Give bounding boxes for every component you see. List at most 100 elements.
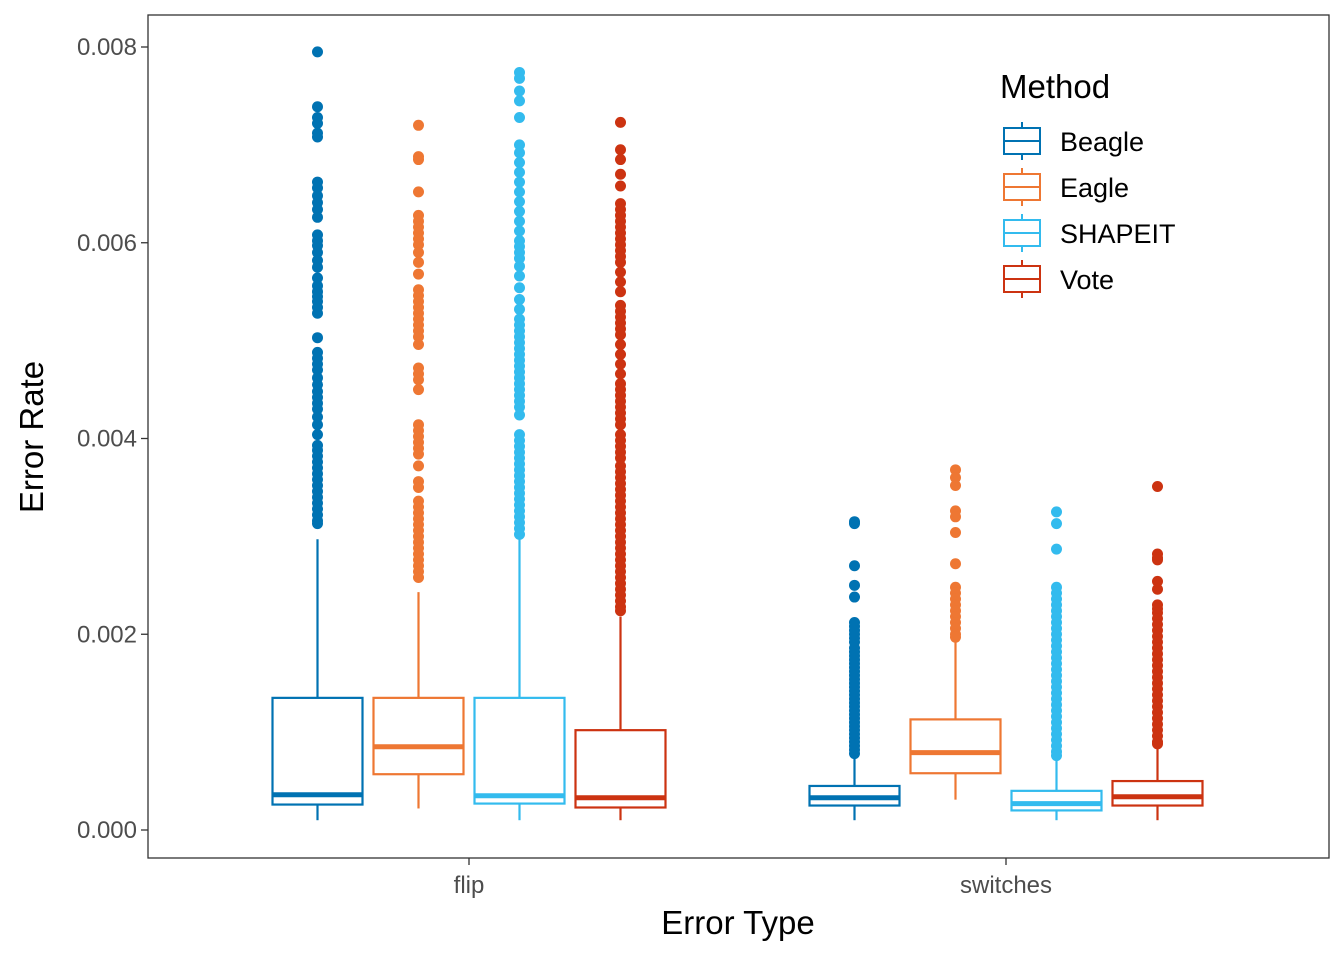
outlier-point — [312, 272, 323, 284]
outlier-point — [615, 256, 626, 268]
y-axis: 0.000 0.002 0.004 0.006 0.008 — [77, 34, 148, 844]
outlier-point — [312, 46, 323, 58]
legend-key-shapeit: SHAPEIT — [1003, 214, 1176, 252]
y-tick-label: 0.004 — [77, 426, 137, 453]
box-eagle-flip — [372, 119, 465, 809]
series-eagle — [372, 119, 1002, 809]
outlier-point — [615, 180, 626, 192]
outlier-point — [514, 166, 525, 178]
outlier-point — [312, 261, 323, 273]
iqr-box — [473, 696, 566, 805]
outlier-point — [950, 511, 961, 523]
outlier-point — [514, 282, 525, 294]
outlier-point — [312, 332, 323, 344]
iqr-box — [1010, 789, 1103, 812]
y-axis-title: Error Rate — [13, 361, 50, 513]
outlier-point — [849, 579, 860, 591]
outlier-point — [1152, 583, 1163, 595]
outlier-point — [413, 119, 424, 131]
outlier-point — [312, 182, 323, 194]
outlier-point — [413, 247, 424, 259]
outlier-point — [615, 605, 626, 617]
outlier-point — [615, 266, 626, 278]
outlier-point — [615, 339, 626, 351]
legend-key-beagle: Beagle — [1003, 122, 1144, 160]
outlier-point — [615, 286, 626, 298]
outlier-point — [950, 631, 961, 643]
outlier-point — [1051, 543, 1062, 555]
outlier-point — [849, 518, 860, 530]
outlier-point — [514, 176, 525, 188]
legend-key-eagle: Eagle — [1003, 168, 1129, 206]
box-vote-flip — [574, 116, 667, 821]
outlier-point — [312, 403, 323, 415]
y-tick-label: 0.006 — [77, 230, 137, 257]
iqr-box — [1111, 779, 1204, 807]
outlier-point — [615, 329, 626, 341]
outlier-point — [514, 147, 525, 159]
outlier-point — [1152, 738, 1163, 750]
legend: Method Beagle Eagle SHAPEIT Vote — [1000, 68, 1176, 298]
outlier-point — [1152, 554, 1163, 566]
outlier-point — [514, 156, 525, 168]
outlier-point — [615, 452, 626, 464]
legend-label: Beagle — [1060, 127, 1144, 157]
outlier-point — [514, 85, 525, 97]
iqr-box — [271, 696, 364, 806]
outlier-point — [514, 186, 525, 198]
outlier-point — [312, 411, 323, 423]
outlier-point — [849, 748, 860, 760]
outlier-point — [950, 558, 961, 570]
outlier-point — [615, 419, 626, 431]
outlier-point — [514, 401, 525, 413]
outlier-point — [514, 205, 525, 217]
iqr-box — [909, 718, 1002, 775]
outlier-point — [413, 268, 424, 280]
x-tick-label: flip — [454, 872, 485, 899]
box-vote-switches — [1111, 480, 1204, 821]
outlier-point — [312, 203, 323, 215]
series-beagle — [271, 46, 901, 821]
outlier-point — [1152, 480, 1163, 492]
outlier-point — [615, 168, 626, 180]
outlier-point — [514, 139, 525, 151]
outlier-point — [413, 448, 424, 460]
outlier-point — [514, 72, 525, 84]
outlier-point — [514, 528, 525, 540]
series-shapeit — [473, 66, 1103, 821]
x-axis-title: Error Type — [661, 904, 814, 941]
outlier-point — [615, 154, 626, 166]
outlier-point — [413, 256, 424, 268]
outlier-point — [514, 196, 525, 208]
outlier-point — [413, 460, 424, 472]
outlier-point — [1051, 506, 1062, 518]
outlier-point — [514, 252, 525, 264]
outlier-point — [312, 307, 323, 319]
iqr-box — [372, 696, 465, 776]
outlier-point — [413, 374, 424, 386]
outlier-point — [312, 518, 323, 530]
outlier-point — [514, 294, 525, 306]
y-tick-label: 0.002 — [77, 621, 137, 648]
box-beagle-flip — [271, 46, 364, 821]
box-shapeit-flip — [473, 66, 566, 821]
outlier-point — [312, 247, 323, 259]
box-eagle-switches — [909, 464, 1002, 800]
outlier-point — [413, 239, 424, 251]
y-tick-label: 0.000 — [77, 817, 137, 844]
box-marks — [271, 46, 1204, 821]
outlier-point — [514, 225, 525, 237]
outlier-point — [615, 276, 626, 288]
outlier-point — [413, 481, 424, 493]
legend-label: Eagle — [1060, 173, 1129, 203]
outlier-point — [514, 95, 525, 107]
outlier-point — [849, 560, 860, 572]
legend-key-vote: Vote — [1003, 260, 1114, 298]
x-tick-label: switches — [960, 872, 1052, 899]
outlier-point — [514, 215, 525, 227]
outlier-point — [514, 111, 525, 123]
outlier-point — [514, 409, 525, 421]
outlier-point — [413, 186, 424, 198]
outlier-point — [514, 270, 525, 282]
